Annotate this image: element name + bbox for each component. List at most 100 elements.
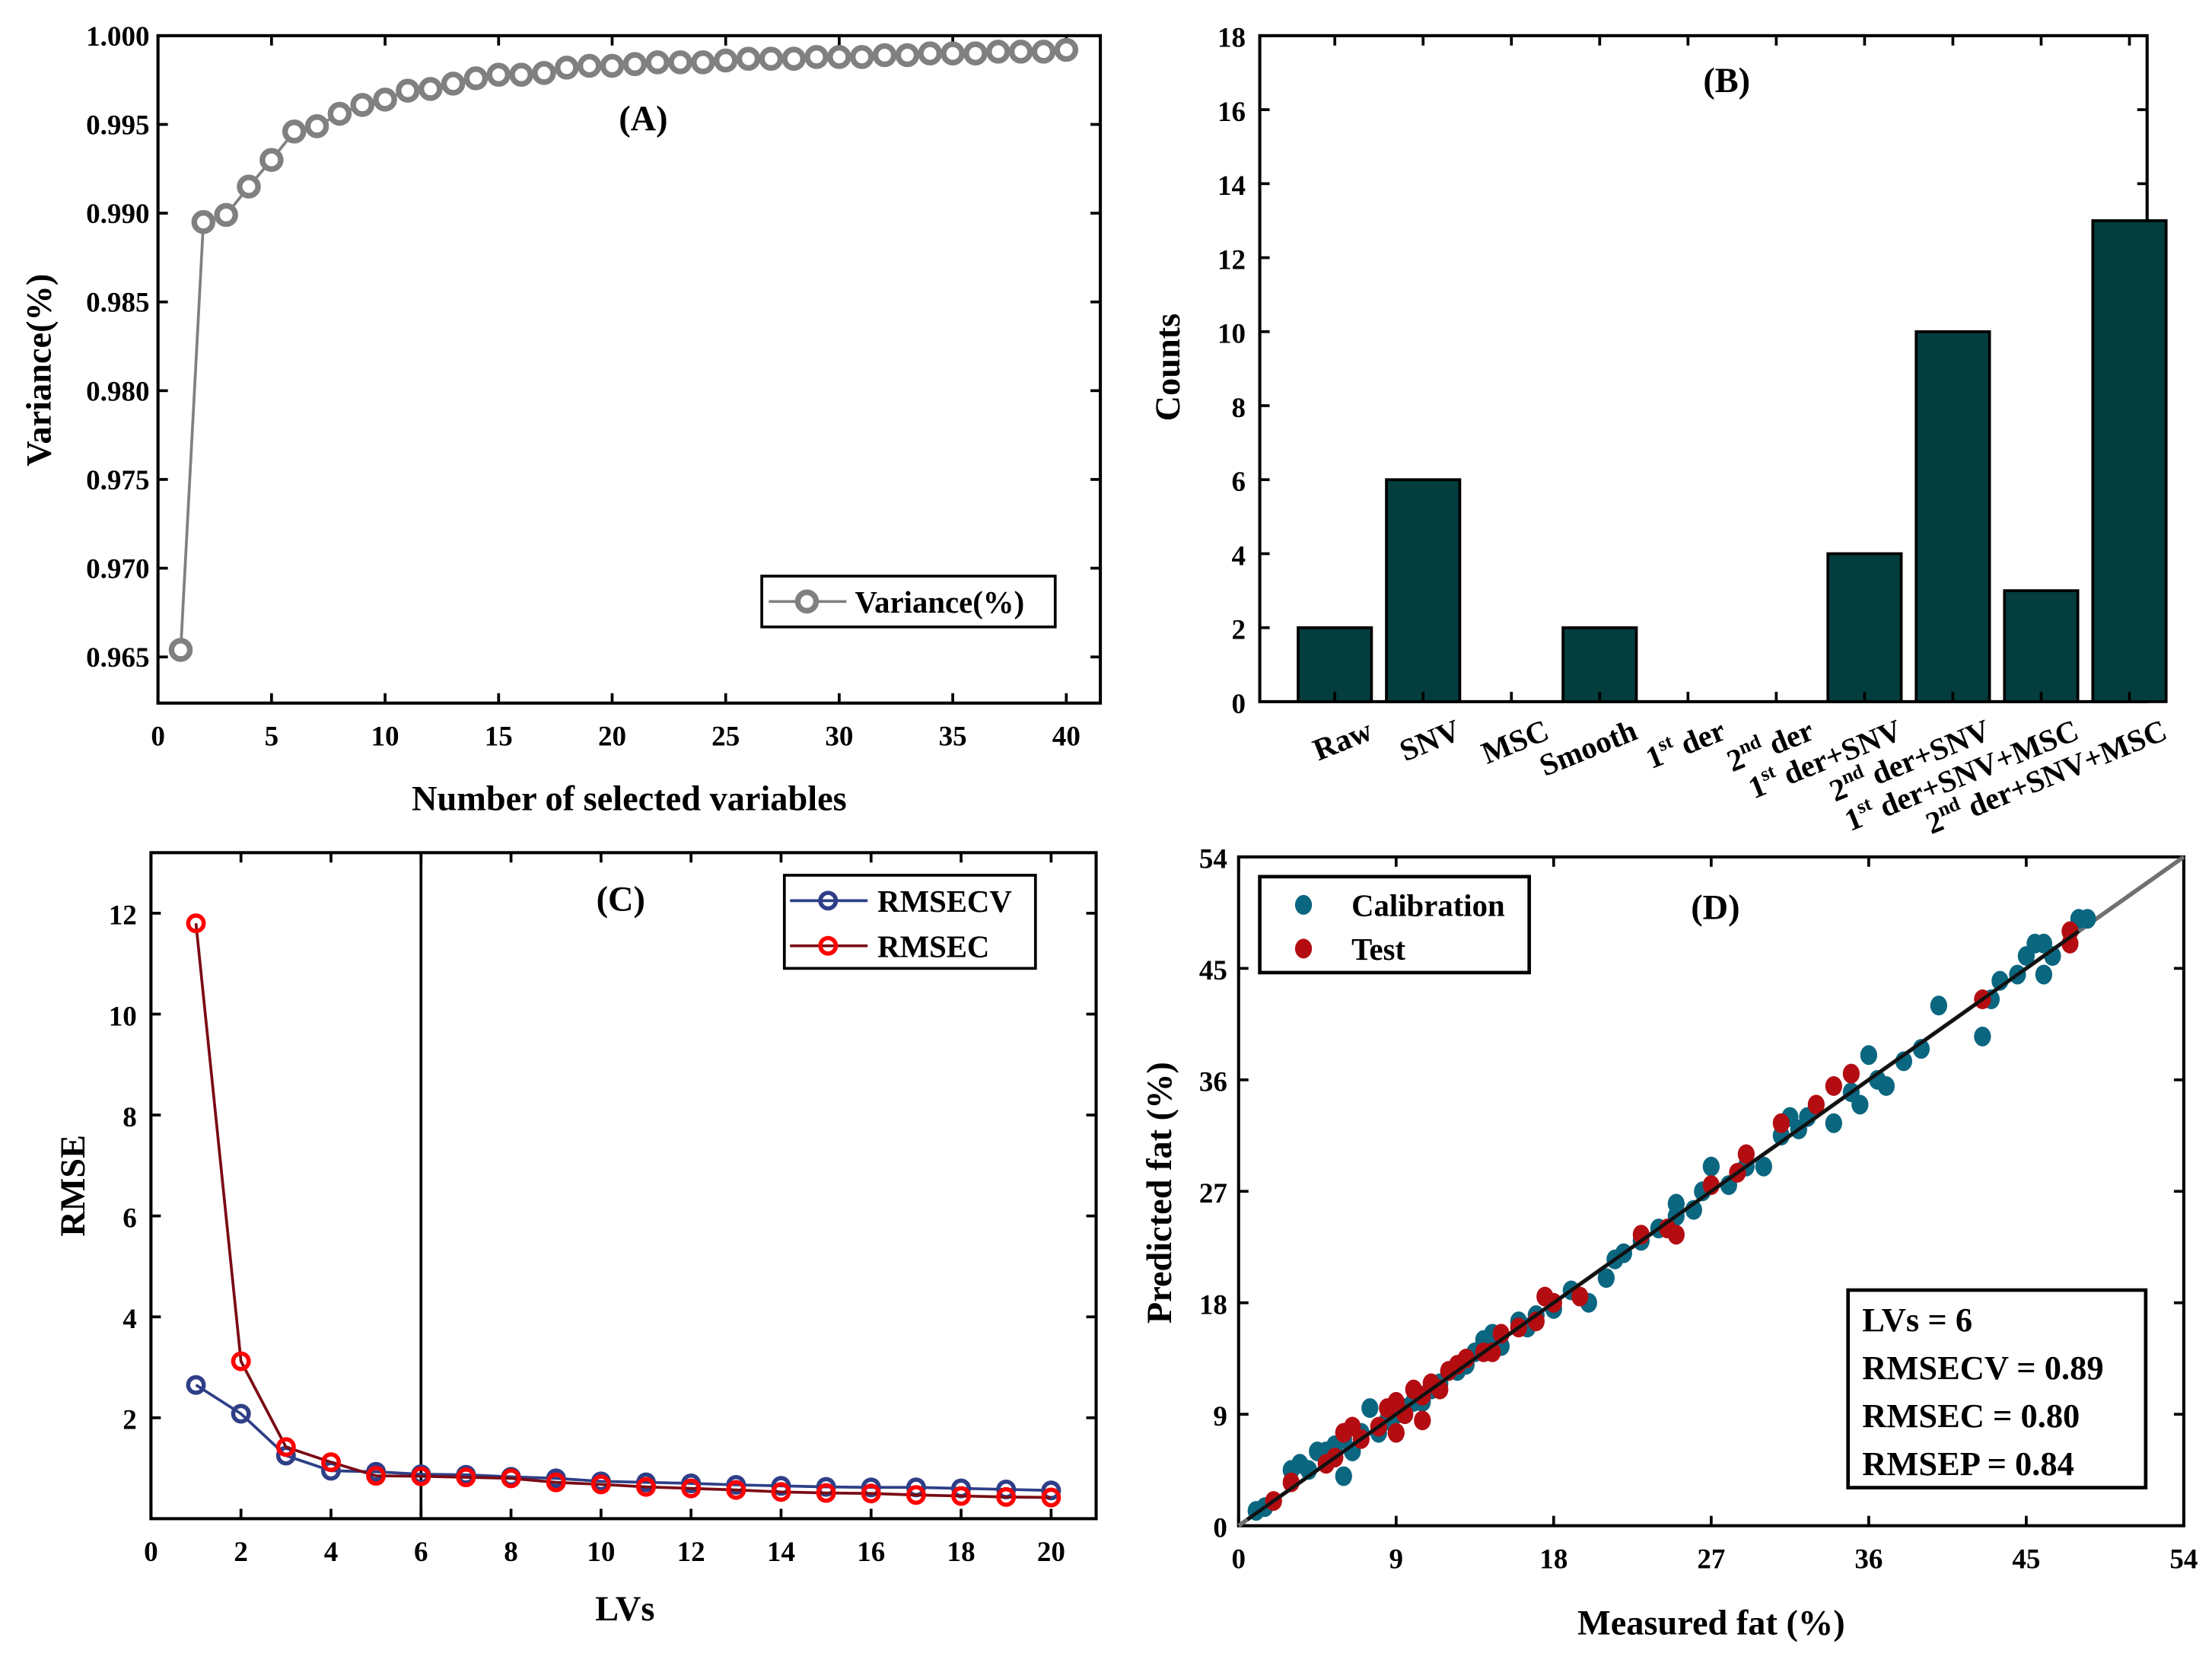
statistic-text: RMSEP = 0.84 — [1862, 1445, 2074, 1483]
rmsec-point — [996, 1486, 1017, 1507]
variance-point — [759, 46, 784, 71]
legend-label: Calibration — [1351, 889, 1505, 923]
label-part: der — [1669, 713, 1730, 765]
rmsec-point — [1041, 1487, 1061, 1508]
x-tick-label: 20 — [598, 721, 626, 752]
y-tick-label: 16 — [1217, 97, 1246, 128]
calibration-point — [1825, 1113, 1842, 1133]
label-part: SNV — [1395, 713, 1465, 768]
panel-c-rmse-chart: 0 2 4 6 8 10 12 14 16 18 20 2 4 6 8 10 12 (C) LVs RMSE RMSEC… — [54, 851, 1098, 1629]
variance-point — [600, 53, 625, 78]
variance-point — [1008, 40, 1033, 64]
panel-a-variance-chart: 0 5 10 15 20 25 30 35 40 0.965 0.970 0.975 0.980 0.98… — [21, 21, 1103, 819]
rmsec-point — [456, 1467, 476, 1487]
x-tick-label: 30 — [825, 721, 853, 752]
x-tick-label: 0 — [151, 721, 165, 752]
rmsec-point — [861, 1483, 881, 1504]
calibration-point — [1755, 1156, 1772, 1177]
calibration-point — [1702, 1156, 1720, 1177]
x-tick-label: 25 — [711, 721, 740, 752]
panel-d-scatter-chart: 0 9 18 27 36 45 54 0 9 18 27 36 45 54 (D) Measured fat … — [1141, 844, 2198, 1643]
rmsec-point — [771, 1482, 791, 1502]
y-tick-label: 8 — [123, 1102, 137, 1133]
calibration-point — [1597, 1268, 1615, 1289]
variance-point — [350, 93, 374, 117]
rmsec-point — [411, 1466, 431, 1486]
x-tick-label: 2 — [234, 1537, 248, 1568]
x-tick-label: 8 — [504, 1537, 518, 1568]
y-axis-label: Predicted fat (%) — [1141, 1062, 1179, 1324]
x-axis-label: Number of selected variables — [412, 780, 847, 819]
y-tick-label: 0.970 — [86, 554, 149, 585]
variance-point — [986, 40, 1011, 64]
legend: RMSECV RMSEC — [782, 874, 1037, 970]
variance-point — [895, 43, 920, 68]
rmsec-point — [186, 913, 206, 934]
y-tick-label: 0.990 — [86, 199, 149, 230]
legend-marker — [1294, 894, 1313, 915]
variance-point — [237, 174, 261, 199]
variance-point — [645, 50, 670, 75]
variance-point — [532, 61, 556, 85]
variance-point — [555, 56, 579, 80]
variance-point — [396, 78, 420, 103]
variance-point — [373, 88, 397, 112]
calibration-point — [1361, 1398, 1379, 1419]
variance-point — [872, 43, 897, 68]
y-tick-label: 0 — [1213, 1512, 1227, 1544]
bar-1 — [1385, 478, 1462, 703]
legend-marker — [818, 935, 839, 956]
test-point — [1807, 1094, 1825, 1115]
calibration-point — [1667, 1193, 1685, 1214]
variance-point — [668, 50, 692, 75]
x-tick-label: 6 — [414, 1537, 428, 1568]
x-axis-label: LVs — [595, 1590, 654, 1629]
x-tick-label: 16 — [857, 1537, 885, 1568]
y-axis-label: RMSE — [54, 1135, 93, 1237]
rmsec-point — [501, 1468, 521, 1489]
bar-3 — [1561, 626, 1638, 703]
y-tick-label: 4 — [123, 1304, 137, 1335]
calibration-point — [1851, 1094, 1869, 1115]
rmsec-point — [275, 1437, 296, 1458]
rmsec-point — [636, 1477, 657, 1497]
variance-point — [804, 45, 829, 69]
test-point — [1667, 1225, 1685, 1245]
y-tick-label: 10 — [109, 1001, 137, 1032]
fit-line — [1246, 929, 2080, 1521]
legend: Calibration Test — [1258, 875, 1532, 975]
bar-9 — [2091, 219, 2168, 703]
y-tick-label: 14 — [1217, 170, 1246, 202]
variance-point — [713, 48, 738, 73]
legend-box — [760, 575, 1057, 629]
x-tick-label: Raw — [1308, 713, 1377, 768]
y-tick-label: 0.965 — [86, 642, 149, 674]
bar-7 — [1914, 330, 1991, 703]
rmsec-point — [951, 1486, 972, 1506]
bar-6 — [1826, 552, 1903, 703]
test-point — [1772, 1113, 1790, 1133]
y-tick-label: 2 — [123, 1405, 137, 1436]
legend-marker — [1294, 938, 1313, 959]
x-tick-label: Smooth — [1535, 713, 1642, 783]
x-tick-label: 0 — [144, 1537, 158, 1568]
x-tick-label: 15 — [485, 721, 513, 752]
panel-label: (A) — [619, 100, 667, 139]
statistics-box: LVs = 6 RMSECV = 0.89 RMSEC = 0.80 RMSEP = … — [1846, 1288, 2148, 1489]
variance-point — [918, 41, 943, 65]
variance-point — [827, 45, 851, 69]
variance-point — [282, 119, 307, 144]
legend-label: RMSECV — [877, 884, 1012, 919]
y-tick-label: 0 — [1232, 689, 1246, 720]
y-tick-label: 12 — [109, 900, 137, 932]
plot-frame — [149, 851, 1098, 1521]
x-tick-label: 1st der — [1640, 710, 1730, 776]
legend: Variance(%) — [760, 575, 1057, 629]
test-point — [1571, 1286, 1589, 1307]
rmsec-line — [194, 922, 1052, 1499]
rmsecv-point — [231, 1403, 251, 1424]
y-tick-label: 2 — [1232, 615, 1246, 646]
calibration-point — [1860, 1045, 1877, 1066]
